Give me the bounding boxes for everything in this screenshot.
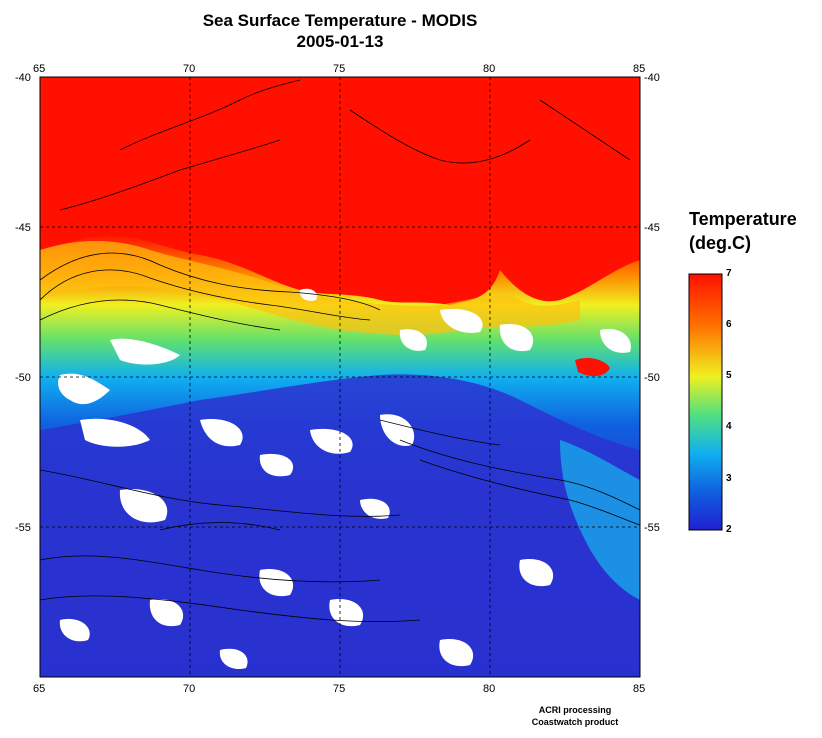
lon-tick-top: 80 <box>483 63 496 75</box>
teal-patch <box>560 440 640 600</box>
colorbar-tick: 2 <box>726 524 732 535</box>
lat-tick-right: -45 <box>644 222 660 234</box>
map-date: 2005-01-13 <box>296 32 384 51</box>
colorbar-tick: 5 <box>726 370 732 381</box>
lon-tick-top: 85 <box>633 63 646 75</box>
colorbar-tick: 4 <box>726 421 732 432</box>
lat-tick-right: -40 <box>644 72 660 84</box>
lat-tick-left: -45 <box>15 222 31 234</box>
lat-tick-right: -50 <box>644 372 660 384</box>
lat-tick-left: -55 <box>15 522 31 534</box>
colorbar-title: Temperature <box>689 209 797 229</box>
red-spot <box>575 357 610 377</box>
lat-tick-left: -50 <box>15 372 31 384</box>
lon-tick-bottom: 75 <box>333 683 346 695</box>
colorbar-tick: 3 <box>726 473 732 484</box>
no-data-patches <box>58 288 631 670</box>
colorbar-tick: 6 <box>726 319 732 330</box>
lon-tick-bottom: 70 <box>183 683 196 695</box>
lat-tick-right: -55 <box>644 522 660 534</box>
lon-tick-bottom: 65 <box>33 683 46 695</box>
colorbar-units: (deg.C) <box>689 233 751 253</box>
colorbar-tick: 7 <box>726 268 732 279</box>
product-credit: Coastwatch product <box>531 717 619 727</box>
lon-tick-bottom: 80 <box>483 683 496 695</box>
map-frame <box>39 76 641 678</box>
lon-tick-top: 75 <box>333 63 346 75</box>
processing-credit: ACRI processing <box>538 705 612 715</box>
graticule <box>40 77 640 677</box>
sst-field <box>40 77 640 677</box>
map-title: Sea Surface Temperature - MODIS <box>202 11 478 30</box>
lon-tick-bottom: 85 <box>633 683 646 695</box>
lon-tick-top: 70 <box>183 63 196 75</box>
colorbar <box>688 273 723 531</box>
lon-tick-top: 65 <box>33 63 46 75</box>
lat-tick-left: -40 <box>15 72 31 84</box>
